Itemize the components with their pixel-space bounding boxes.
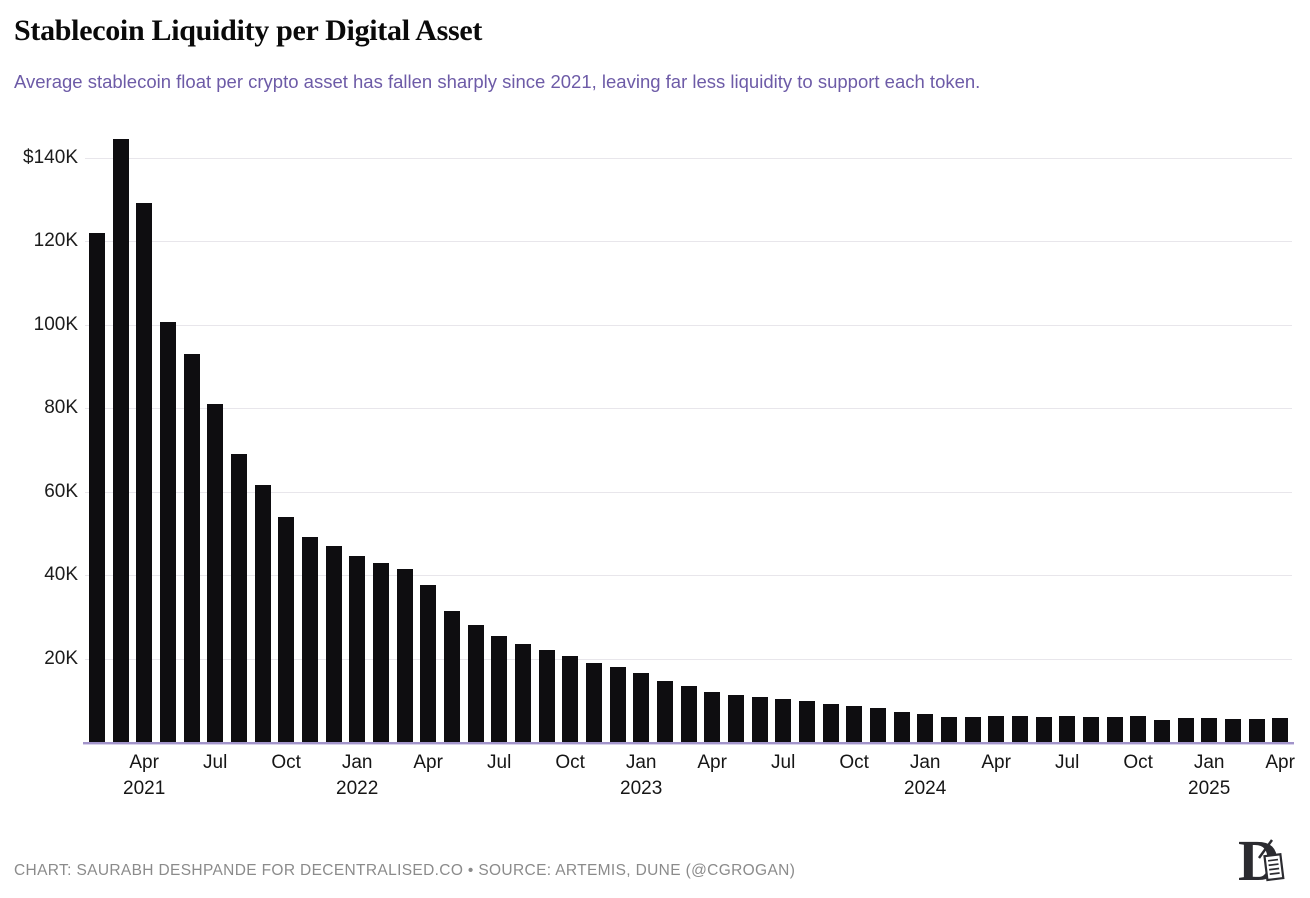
x-axis: Apr 2021 Jul Oct Jan 2022 Apr Jul Oct Jan 2023 Apr J… [85,742,1295,822]
y-tick-label: 120K [33,230,78,252]
x-tick-month-label: Jan [909,752,941,773]
bar [680,685,697,742]
decentralised-logo: D [1238,830,1285,892]
bar [775,699,792,742]
bar [1130,716,1147,742]
bar [1011,715,1028,742]
bar [656,681,673,742]
x-tick-month-label: Jul [1055,752,1080,773]
x-tick-month-label: Jan [1193,752,1225,773]
bar [396,568,413,742]
page-title: Stablecoin Liquidity per Digital Asset [14,14,483,47]
bar [514,643,531,742]
bar [964,716,981,742]
x-tick-month-label: Oct [839,752,869,773]
bar [1201,718,1218,742]
bar [278,516,295,742]
bar [609,666,626,742]
bar [988,716,1005,742]
x-tick-month-label: Apr [697,752,727,773]
bar [467,625,484,742]
bar [893,712,910,742]
bar [254,485,271,742]
bar [159,322,176,742]
bar [136,203,153,742]
bar [869,708,886,742]
bar [1106,716,1123,742]
x-tick-month-label: Apr [413,752,443,773]
x-axis-baseline [83,742,1294,744]
bar [1272,718,1289,742]
bar [207,403,224,742]
x-tick-month-label: Oct [271,752,301,773]
bar [1177,718,1194,742]
bar [420,585,437,742]
y-axis: $140K 120K 100K 80K 60K 40K 20K [0,130,78,742]
bar [491,635,508,742]
bar [1059,716,1076,742]
x-tick-month-label: Jul [203,752,228,773]
gridline [85,408,1292,410]
bar [751,697,768,742]
x-tick-month-label: Jul [771,752,796,773]
bar [443,610,460,742]
gridline [85,658,1292,660]
y-tick-label: 100K [33,313,78,335]
bar-chart: $140K 120K 100K 80K 60K 40K 20K Apr 2021 Jul Oct J… [0,130,1310,830]
y-tick-label: 40K [44,564,78,585]
bar [940,716,957,742]
x-tick-year-label: 2023 [620,778,663,799]
bar [349,556,366,742]
x-tick-year-label: 2021 [123,778,166,799]
bar [372,562,389,742]
gridline [85,241,1292,243]
x-tick-month-label: Jan [625,752,657,773]
gridline [85,157,1292,159]
bar [917,714,934,742]
gridline [85,575,1292,576]
gridline [85,324,1292,326]
bar [1248,719,1265,742]
bar [585,662,602,742]
x-tick-month-label: Oct [1123,752,1153,773]
bar [562,656,579,742]
bar [704,691,721,742]
y-tick-label: 80K [44,397,78,419]
bar [1082,716,1099,742]
x-tick-year-label: 2022 [336,778,379,799]
x-tick-month-label: Apr [981,752,1011,773]
bar [538,650,555,742]
x-tick-month-label: Oct [555,752,585,773]
bar [1035,716,1052,742]
credit-line: CHART: SAURABH DESHPANDE FOR DECENTRALIS… [14,862,796,879]
bar [88,232,105,742]
plot-area [83,130,1294,744]
bar [230,453,247,742]
x-tick-month-label: Apr [129,752,159,773]
bar [183,353,200,742]
bar [1153,720,1170,742]
x-tick-month-label: Jul [487,752,512,773]
y-tick-label: 60K [44,480,78,502]
bar [727,695,744,742]
bar [846,706,863,742]
bar [325,545,342,742]
x-tick-month-label: Jan [341,752,373,773]
x-tick-month-label: Apr [1265,752,1295,773]
x-tick-year-label: 2025 [1188,778,1231,799]
bar [1224,719,1241,742]
chart-subtitle: Average stablecoin float per crypto asse… [14,71,981,92]
bar [112,138,129,742]
x-tick-year-label: 2024 [904,778,947,799]
bar [301,537,318,742]
y-tick-label: 20K [44,647,78,669]
bar [798,701,815,742]
y-tick-label: $140K [23,146,78,168]
gridline [85,491,1292,493]
bar [822,704,839,742]
bar [633,673,650,742]
